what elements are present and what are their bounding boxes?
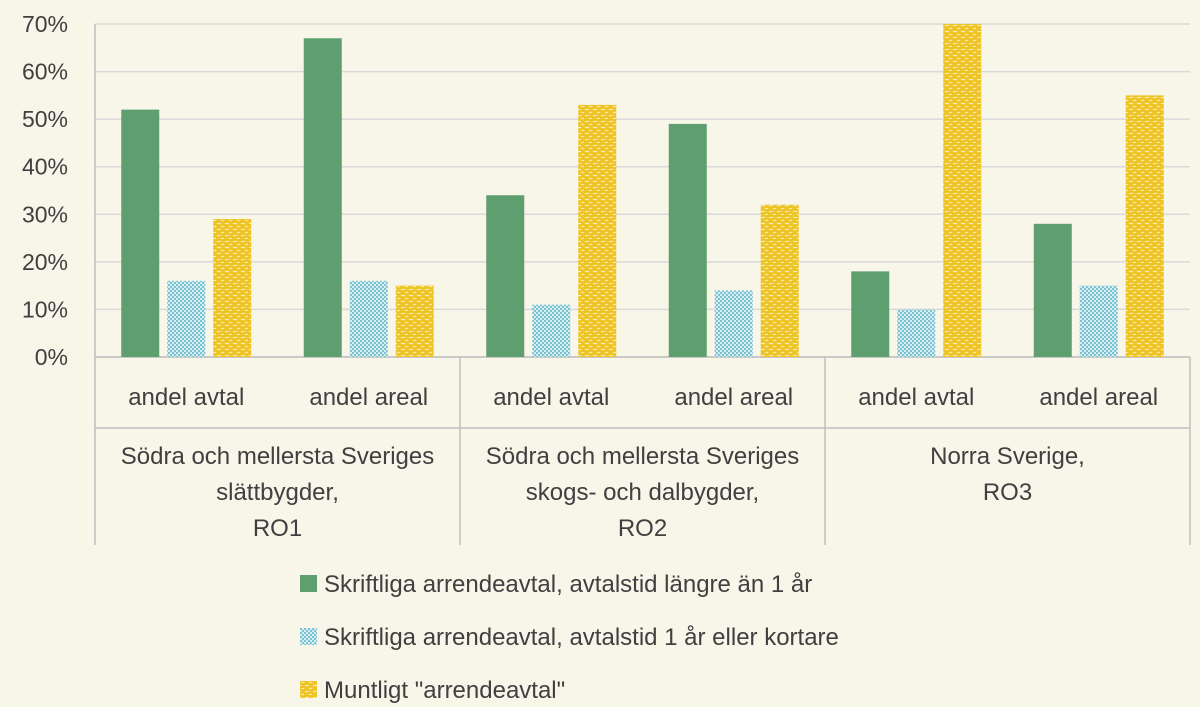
bar-series-3 xyxy=(943,24,982,357)
y-tick-label: 70% xyxy=(22,11,68,37)
x-group-label-line: RO1 xyxy=(253,515,302,542)
bars xyxy=(121,24,1164,358)
bar-series-2 xyxy=(897,309,936,357)
y-tick-label: 60% xyxy=(22,59,68,85)
x-category-label: andel avtal xyxy=(493,384,609,411)
legend-swatch xyxy=(300,681,317,698)
y-tick-label: 30% xyxy=(22,201,68,227)
bar-series-3 xyxy=(760,204,799,357)
bar-series-2 xyxy=(1079,285,1118,357)
x-group-label-line: RO3 xyxy=(983,479,1032,506)
legend-label: Skriftliga arrendeavtal, avtalstid 1 år … xyxy=(324,624,839,651)
bar-series-2 xyxy=(714,290,753,357)
x-category-label: andel areal xyxy=(1039,384,1158,411)
x-category-label: andel areal xyxy=(674,384,793,411)
legend-label: Muntligt "arrendeavtal" xyxy=(324,677,565,704)
legend-swatch xyxy=(300,575,317,592)
x-category-label: andel avtal xyxy=(858,384,974,411)
gridlines xyxy=(95,23,1190,358)
x-group-label: Södra och mellersta Sveriges skogs- och d… xyxy=(486,443,799,542)
bar-series-2 xyxy=(167,280,206,357)
y-tick-label: 20% xyxy=(22,249,68,275)
y-tick-label: 40% xyxy=(22,154,68,180)
x-group-label-line: Norra Sverige, xyxy=(930,443,1085,470)
x-group-label-line: slättbygder, xyxy=(216,479,339,506)
y-tick-label: 0% xyxy=(35,344,68,370)
bar-series-2 xyxy=(532,304,571,357)
bar-series-1 xyxy=(1033,223,1072,357)
y-tick-label: 10% xyxy=(22,296,68,322)
bar-series-1 xyxy=(121,109,160,357)
y-tick-label: 50% xyxy=(22,106,68,132)
x-group-label: Norra Sverige, RO3 xyxy=(930,443,1085,506)
legend-label: Skriftliga arrendeavtal, avtalstid längr… xyxy=(324,571,812,598)
x-group-label-line: Södra och mellersta Sveriges xyxy=(121,443,434,470)
x-axis-labels: andel avtal andel areal andel avtal andel a… xyxy=(121,384,1158,542)
x-group-label-line: RO2 xyxy=(618,515,667,542)
bar-series-3 xyxy=(578,104,617,357)
x-category-label: andel areal xyxy=(309,384,428,411)
bar-series-3 xyxy=(213,219,252,357)
bar-series-3 xyxy=(1125,95,1164,357)
bar-series-1 xyxy=(851,271,890,357)
axes: 0% 10% 20% 30% 40% 50% 60% 70% xyxy=(22,11,1191,545)
legend: Skriftliga arrendeavtal, avtalstid längr… xyxy=(300,571,839,704)
x-group-label-line: Södra och mellersta Sveriges xyxy=(486,443,799,470)
x-group-label-line: skogs- och dalbygder, xyxy=(526,479,759,506)
bar-series-3 xyxy=(395,285,434,357)
bar-series-1 xyxy=(303,38,342,358)
bar-series-1 xyxy=(668,123,707,358)
bar-series-2 xyxy=(349,280,388,357)
x-group-label: Södra och mellersta Sveriges slättbygder,… xyxy=(121,443,434,542)
bar-series-1 xyxy=(486,195,525,357)
legend-swatch xyxy=(300,628,317,645)
x-category-label: andel avtal xyxy=(128,384,244,411)
